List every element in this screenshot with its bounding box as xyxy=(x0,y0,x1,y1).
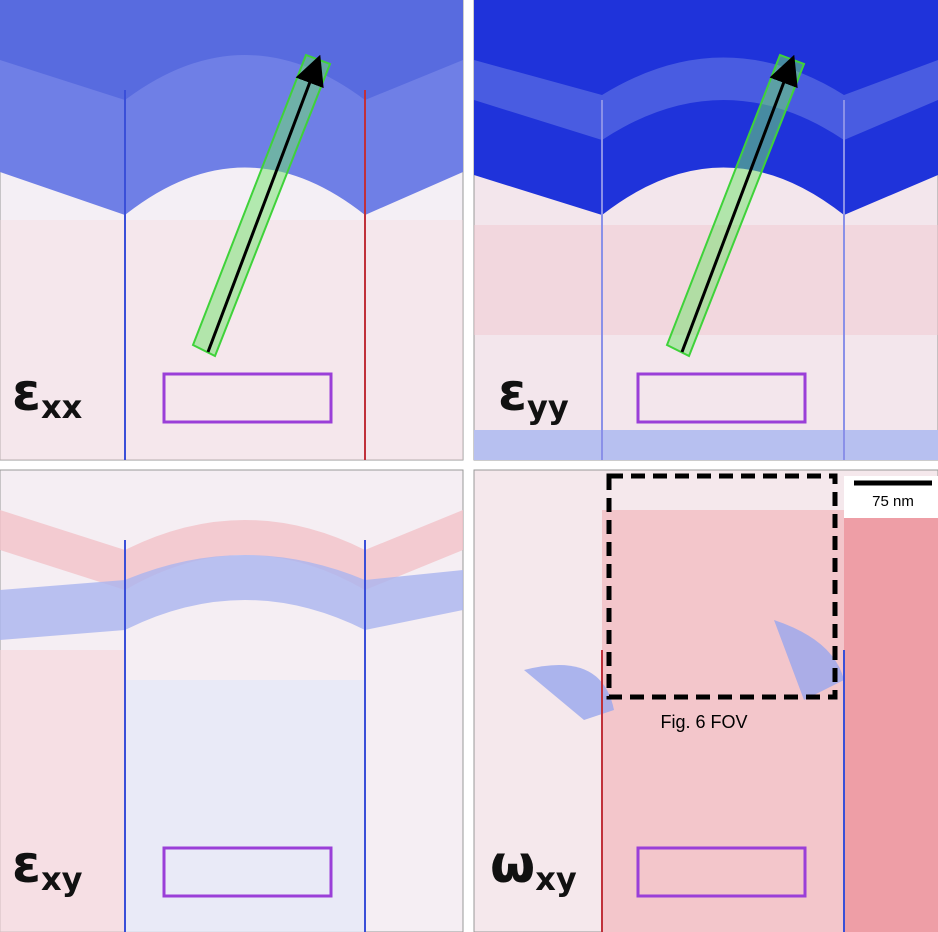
panel-exx: εxx xyxy=(0,0,464,461)
panel-label: εxx xyxy=(12,363,83,426)
symbol: ε xyxy=(12,363,41,423)
subscript: xy xyxy=(535,860,577,898)
symbol: ε xyxy=(12,835,41,895)
panel-eyy: εyy xyxy=(473,0,938,461)
subscript: xx xyxy=(41,388,83,426)
fov-label: Fig. 6 FOV xyxy=(660,712,747,732)
panel-exy: εxy xyxy=(0,469,464,932)
panel-label: ωxy xyxy=(490,835,577,898)
subscript: yy xyxy=(527,388,569,426)
panel-label: εxy xyxy=(12,835,83,898)
panel-wxy: 75 nm Fig. 6 FOV ωxy xyxy=(473,469,938,932)
panel-label: εyy xyxy=(498,363,569,426)
subscript: xy xyxy=(41,860,83,898)
symbol: ω xyxy=(490,835,535,895)
symbol: ε xyxy=(498,363,527,423)
scale-bar-label: 75 nm xyxy=(872,493,914,510)
